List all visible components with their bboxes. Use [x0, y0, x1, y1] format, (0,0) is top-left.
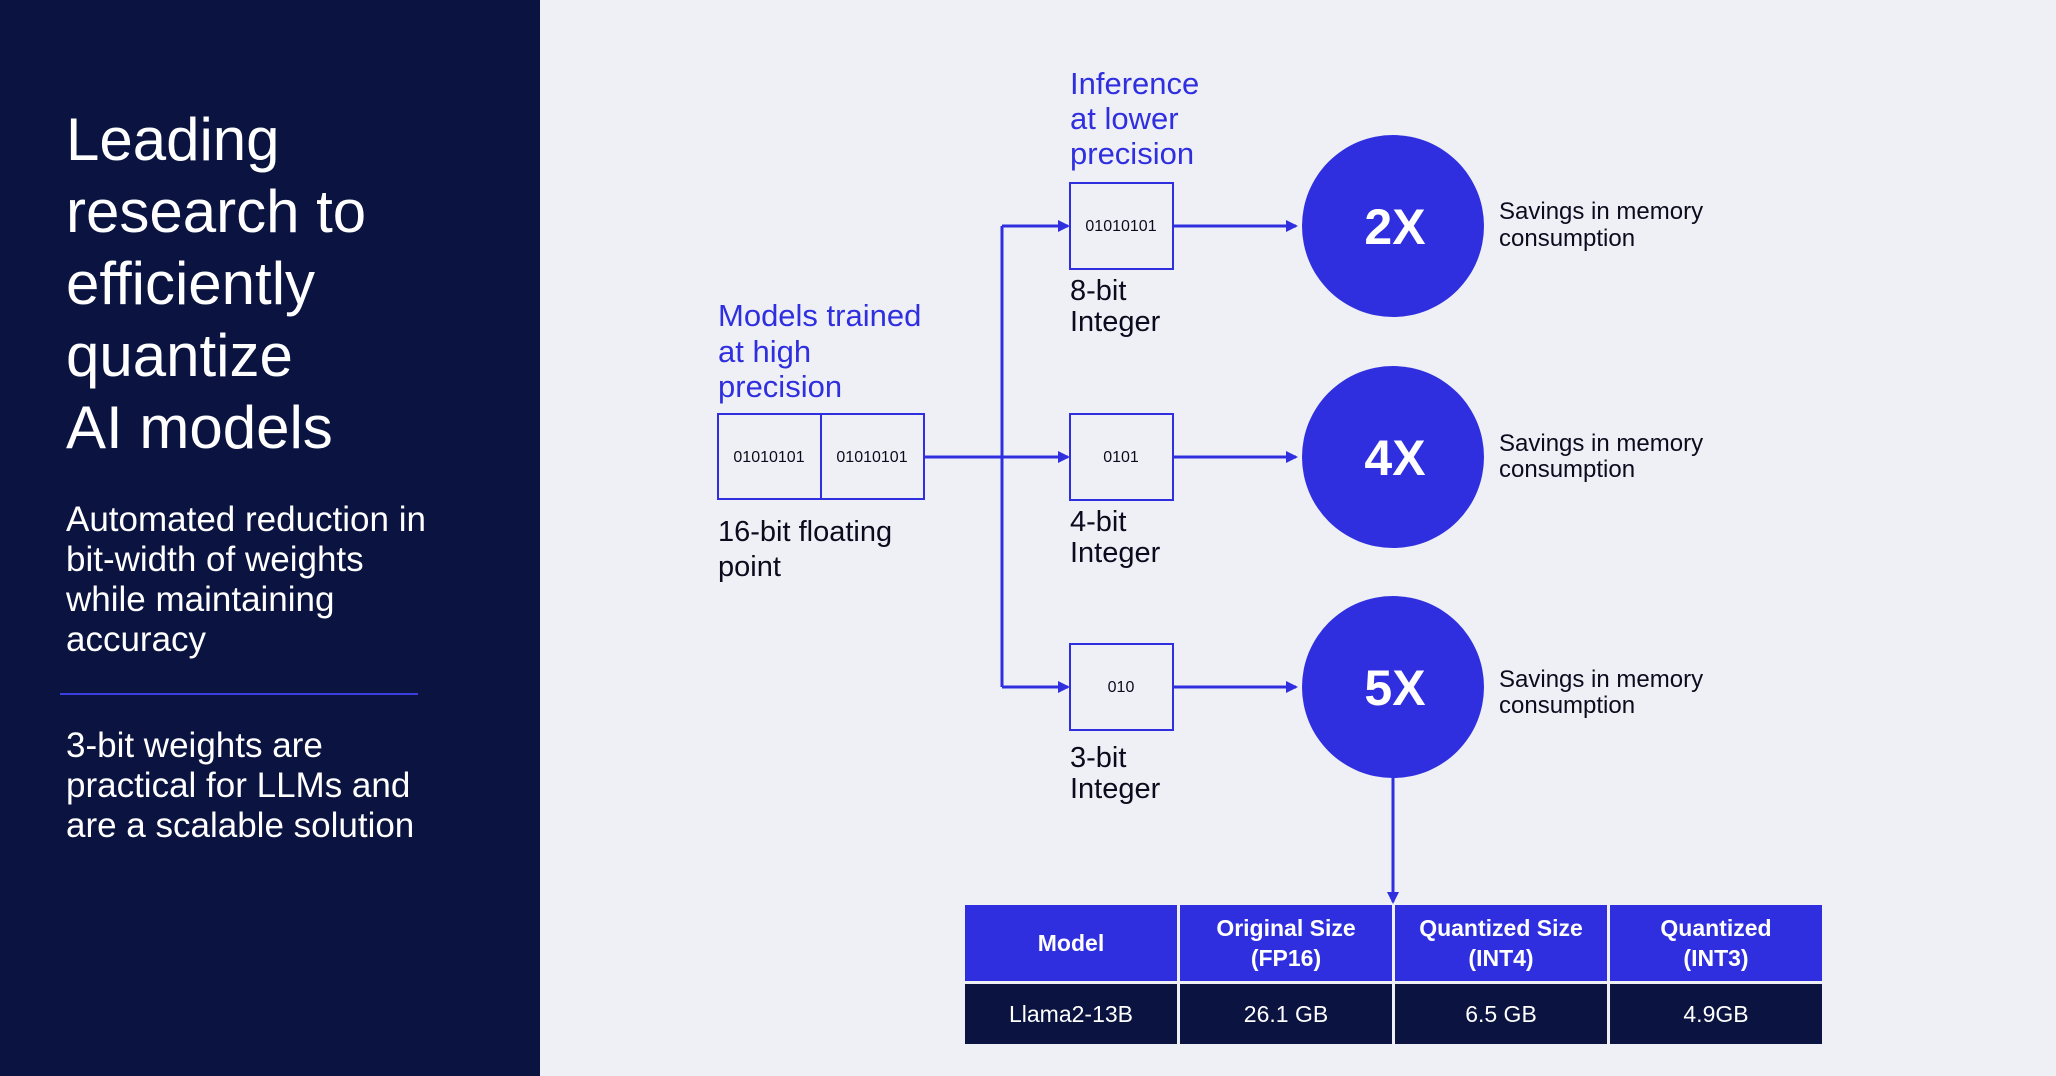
table-cell: 6.5 GB [1395, 984, 1607, 1044]
savings-line: Savings in memory [1499, 198, 1703, 225]
source-bits: 01010101 [733, 449, 804, 466]
savings-circle-2x [1302, 135, 1484, 317]
header-text: (INT3) [1683, 945, 1749, 971]
int8-bits: 01010101 [1085, 218, 1156, 235]
table-cell: 26.1 GB [1180, 984, 1392, 1044]
header-text: (FP16) [1250, 945, 1322, 971]
caption-line: 4-bit [1070, 506, 1126, 538]
table-cell: 4.9GB [1610, 984, 1822, 1044]
header-text: Original Size [1216, 915, 1356, 941]
table-row: Llama2-13B 26.1 GB 6.5 GB 4.9GB [965, 984, 1822, 1044]
int3-bits: 010 [1108, 679, 1135, 696]
header-model: Model [965, 905, 1177, 984]
source-caption-line: 16-bit floating [718, 516, 892, 548]
factor-2x: 2X [1364, 199, 1425, 255]
int3-caption: 3-bit Integer [1070, 742, 1161, 805]
diagram-svg: Models trained at high precision 0101010… [717, 66, 1710, 904]
savings-text: Savings in memory consumption [1499, 666, 1710, 719]
source-caption-line: point [718, 551, 781, 583]
savings-line: consumption [1499, 456, 1635, 483]
savings-line: Savings in memory [1499, 666, 1703, 693]
header-text: Quantized [1660, 915, 1772, 941]
caption-line: Integer [1070, 537, 1161, 569]
int4-bits: 0101 [1103, 449, 1139, 466]
source-label-line: at high [718, 334, 811, 369]
factor-5x: 5X [1364, 660, 1425, 716]
table-header-row: Model Original Size (FP16) Quantized Size… [965, 905, 1822, 984]
savings-line: consumption [1499, 225, 1635, 252]
source-caption: 16-bit floating point [718, 516, 900, 583]
source-label-line: precision [718, 369, 842, 404]
caption-line: 8-bit [1070, 275, 1126, 307]
table-cell: Llama2-13B [965, 984, 1177, 1044]
header-text: (INT4) [1468, 945, 1534, 971]
inference-label: Inference at lower precision [1070, 66, 1208, 171]
quantization-diagram: Models trained at high precision 0101010… [540, 0, 2056, 1076]
savings-line: consumption [1499, 692, 1635, 719]
header-quantized-int4: Quantized Size (INT4) [1395, 905, 1607, 984]
results-table: Model Original Size (FP16) Quantized Size… [962, 905, 1825, 1044]
caption-line: Integer [1070, 306, 1161, 338]
savings-circle-4x [1302, 366, 1484, 548]
inference-label-line: Inference [1070, 66, 1199, 101]
savings-text: Savings in memory consumption [1499, 430, 1710, 483]
source-label: Models trained at high precision [718, 298, 930, 404]
source-bits: 01010101 [836, 449, 907, 466]
header-original-size: Original Size (FP16) [1180, 905, 1392, 984]
caption-line: 3-bit [1070, 742, 1126, 774]
divider [60, 693, 418, 695]
savings-line: Savings in memory [1499, 430, 1703, 457]
savings-text: Savings in memory consumption [1499, 198, 1710, 252]
note: 3-bit weights are practical for LLMs and… [66, 726, 415, 845]
int8-caption: 8-bit Integer [1070, 275, 1161, 338]
header-text: Quantized Size [1419, 915, 1583, 941]
inference-label-line: at lower [1070, 101, 1179, 136]
page-title: Leading research to efficiently quantize… [66, 106, 367, 461]
header-quantized-int3: Quantized (INT3) [1610, 905, 1822, 984]
sidebar-panel: Leading research to efficiently quantize… [0, 0, 540, 1076]
header-text: Model [1037, 930, 1105, 956]
source-label-line: Models trained [718, 298, 921, 333]
savings-circle-5x [1302, 596, 1484, 778]
subtitle: Automated reduction in bit-width of weig… [66, 500, 426, 659]
caption-line: Integer [1070, 773, 1161, 805]
factor-4x: 4X [1364, 430, 1425, 486]
int4-caption: 4-bit Integer [1070, 506, 1161, 569]
inference-label-line: precision [1070, 136, 1194, 171]
